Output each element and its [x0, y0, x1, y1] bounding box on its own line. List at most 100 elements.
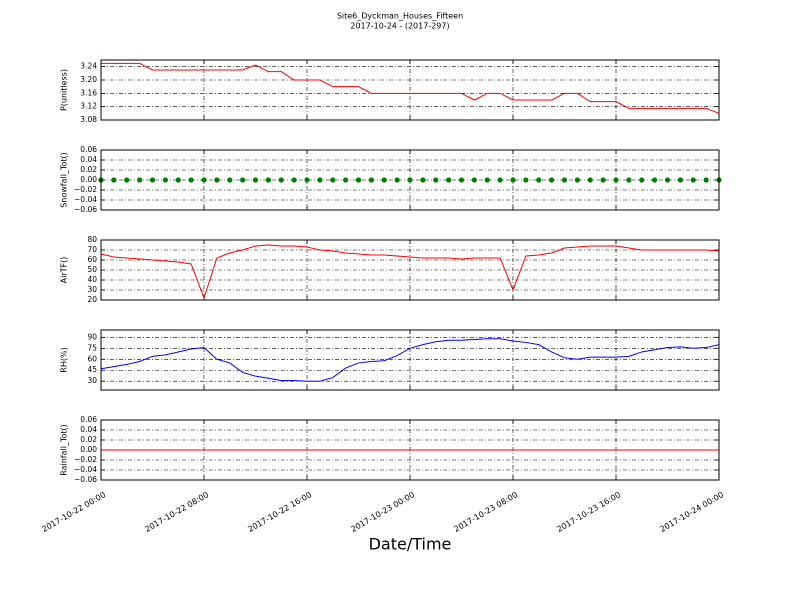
- x-tick-label: 2017-10-24 00:00: [658, 490, 725, 534]
- x-tick-label: 2017-10-23 00:00: [349, 490, 416, 534]
- marker: [330, 177, 336, 183]
- marker: [446, 177, 452, 183]
- marker: [510, 177, 516, 183]
- marker: [381, 177, 387, 183]
- marker: [561, 177, 568, 183]
- marker: [137, 177, 143, 183]
- y-tick-label: 0.06: [80, 145, 97, 154]
- marker: [471, 177, 477, 183]
- marker: [600, 177, 606, 183]
- marker: [240, 177, 246, 183]
- marker: [252, 177, 259, 183]
- y-tick-label: 0.00: [80, 175, 97, 184]
- marker: [587, 177, 593, 183]
- chart-subtitle: 2017-10-24 - (2017-297): [350, 22, 449, 31]
- y-tick-label: 45: [87, 365, 97, 374]
- marker: [278, 177, 284, 183]
- plot-frame: [100, 59, 720, 121]
- marker: [652, 177, 658, 183]
- marker: [227, 177, 233, 183]
- marker: [497, 177, 503, 183]
- y-tick-label: 0.02: [80, 435, 97, 444]
- y-tick-label: 70: [87, 245, 97, 254]
- y-tick-label: 0.04: [80, 155, 97, 164]
- plot-frame: [100, 239, 720, 301]
- marker: [664, 177, 671, 183]
- y-tick-label: 3.12: [80, 102, 97, 111]
- y-axis-label: Rainfall_Tot(): [60, 424, 69, 476]
- marker: [175, 177, 181, 183]
- marker: [149, 177, 156, 183]
- marker: [368, 177, 374, 183]
- y-tick-label: −0.02: [74, 185, 97, 194]
- y-tick-label: 3.08: [80, 115, 97, 124]
- x-tick-label: 2017-10-22 16:00: [246, 490, 313, 534]
- y-tick-label: −0.06: [74, 475, 97, 484]
- marker: [407, 177, 413, 183]
- y-tick-label: 0.06: [80, 415, 97, 424]
- plot-frame: [100, 419, 720, 481]
- y-tick-label: 50: [87, 265, 97, 274]
- marker: [433, 177, 439, 183]
- marker: [394, 177, 400, 183]
- marker: [304, 177, 310, 183]
- y-tick-label: 90: [87, 332, 97, 341]
- y-tick-label: 3.24: [80, 62, 97, 71]
- marker: [201, 177, 207, 183]
- y-tick-label: 60: [87, 354, 97, 363]
- marker: [626, 177, 632, 183]
- x-tick-label: 2017-10-22 00:00: [40, 490, 107, 534]
- y-tick-label: −0.04: [74, 195, 97, 204]
- marker: [690, 177, 696, 183]
- y-tick-label: −0.02: [74, 455, 97, 464]
- data-line: [101, 62, 720, 114]
- plot-frame: [100, 329, 720, 391]
- y-axis-label: Snowfall_Tot(): [60, 152, 69, 208]
- x-tick-label: 2017-10-23 08:00: [452, 490, 519, 534]
- data-line: [100, 244, 720, 300]
- marker: [549, 177, 555, 183]
- marker: [574, 177, 580, 183]
- marker: [613, 177, 619, 183]
- marker: [523, 177, 529, 183]
- marker: [420, 177, 426, 183]
- y-tick-label: 0.00: [80, 445, 97, 454]
- y-tick-label: 0.04: [80, 425, 97, 434]
- y-tick-label: 20: [87, 295, 97, 304]
- marker: [639, 177, 645, 183]
- marker: [458, 177, 465, 183]
- marker: [317, 177, 323, 183]
- plot-frame: [100, 149, 720, 211]
- y-axis-label: RH(%): [60, 347, 69, 372]
- marker: [124, 177, 130, 183]
- marker: [343, 177, 349, 183]
- marker: [291, 177, 297, 183]
- y-axis-label: P(unitless): [60, 69, 69, 111]
- data-line: [100, 338, 720, 382]
- marker: [484, 177, 490, 183]
- y-tick-label: −0.04: [74, 465, 97, 474]
- y-tick-label: 80: [87, 235, 97, 244]
- marker: [677, 177, 683, 183]
- x-tick-label: 2017-10-23 16:00: [555, 490, 622, 534]
- marker: [355, 177, 362, 183]
- y-tick-label: 40: [87, 275, 97, 284]
- marker: [265, 177, 271, 183]
- y-tick-label: −0.06: [74, 205, 97, 214]
- chart-title: Site6_Dyckman_Houses_Fifteen: [337, 12, 463, 21]
- y-tick-label: 60: [87, 255, 97, 264]
- marker: [703, 177, 709, 183]
- y-tick-label: 3.20: [80, 75, 97, 84]
- x-axis-label: Date/Time: [369, 535, 452, 554]
- marker: [536, 177, 542, 183]
- y-tick-label: 75: [87, 343, 97, 352]
- y-tick-label: 30: [87, 285, 97, 294]
- marker: [188, 177, 194, 183]
- y-axis-label: AirTF(): [60, 257, 69, 284]
- y-tick-label: 0.02: [80, 165, 97, 174]
- y-tick-label: 3.16: [80, 88, 97, 97]
- marker: [162, 177, 168, 183]
- marker: [111, 177, 117, 183]
